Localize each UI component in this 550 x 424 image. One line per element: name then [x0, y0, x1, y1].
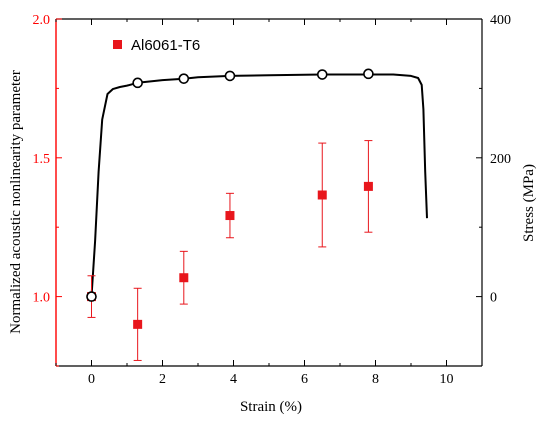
x-tick-label: 4 [230, 372, 237, 387]
x-tick-label: 10 [440, 372, 454, 387]
stress-marker-circle [178, 73, 190, 84]
x-tick-label: 8 [372, 372, 379, 387]
stress-marker-circle [132, 77, 143, 89]
stress-marker-circle [316, 69, 328, 80]
y-tick-label-right: 400 [490, 13, 511, 28]
x-tick-label: 0 [88, 372, 95, 387]
stress-marker-circle [363, 68, 374, 80]
legend: Al6061-T6 [113, 37, 200, 54]
stress-strain-curve [90, 73, 428, 297]
y-axis-title-left: Normalized acoustic nonlinearity paramet… [8, 70, 24, 334]
y-axis-title-right: Stress (MPa) [521, 164, 537, 242]
nonlinearity-point [363, 181, 373, 191]
y-tick-label-right: 0 [490, 291, 497, 306]
y-tick-label-left: 1.5 [33, 152, 51, 167]
stress-marker-circle [86, 291, 97, 302]
y-tick-label-right: 200 [490, 152, 511, 167]
legend-square-marker [113, 40, 122, 49]
nonlinearity-point [317, 190, 327, 200]
legend-label: Al6061-T6 [131, 37, 200, 54]
y-tick-label-left: 2.0 [33, 13, 51, 28]
nonlinearity-point [179, 273, 189, 283]
y-tick-label-left: 1.0 [33, 291, 51, 306]
stress-marker-circle [224, 70, 236, 82]
nonlinearity-point [225, 211, 235, 221]
x-axis-title: Strain (%) [240, 399, 302, 415]
x-tick-label: 2 [159, 372, 166, 387]
x-tick-label: 6 [301, 372, 308, 387]
nonlinearity-point [133, 319, 143, 329]
